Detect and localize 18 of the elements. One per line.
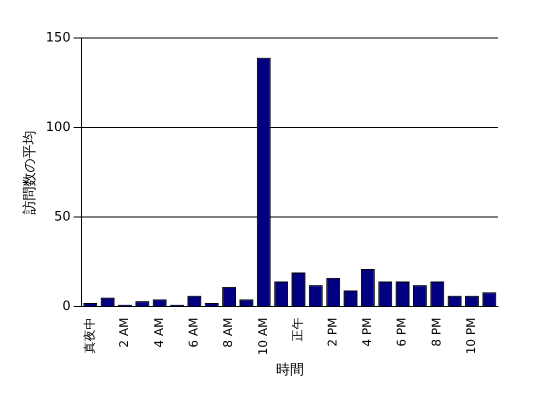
x-tick-label: 真夜中 [82, 318, 96, 354]
y-tick-label: 150 [46, 30, 71, 46]
x-tick-label: 4 AM [152, 318, 166, 348]
x-tick-label: 8 AM [221, 318, 236, 348]
x-tick-label: 10 AM [256, 318, 270, 356]
x-tick-label: 6 AM [186, 318, 201, 348]
y-axis-title: 訪問数の平均 [22, 130, 38, 214]
x-tick-label: 2 AM [117, 318, 132, 348]
x-tick-label: 4 PM [360, 318, 374, 347]
x-axis-title: 時間 [276, 362, 304, 378]
y-tick-label: 100 [46, 120, 71, 135]
x-tick-label: 8 PM [429, 318, 444, 347]
x-tick-label: 正午 [290, 318, 305, 342]
y-tick-label: 50 [54, 209, 71, 224]
x-tick-label: 6 PM [394, 318, 409, 347]
y-tick-label: 0 [62, 298, 71, 314]
x-tick-label: 2 PM [325, 318, 340, 347]
x-tick-label: 10 PM [464, 318, 478, 354]
